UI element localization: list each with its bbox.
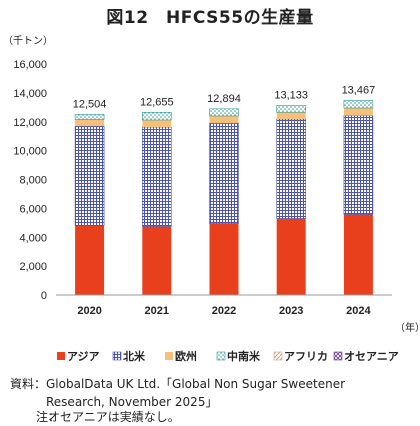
legend-item: オセアニア: [333, 350, 399, 363]
bar-segment: [209, 108, 239, 117]
y-tick-label: 4,000: [19, 232, 47, 244]
bar-segment: [343, 115, 374, 215]
x-axis-categories: 2020 2021 2022 2023 2024: [77, 305, 371, 317]
bar-segment: [74, 114, 105, 120]
note-text: オセアニアは実績なし。: [48, 410, 180, 424]
figure-title: 図12 HFCS55の生産量: [106, 8, 314, 28]
x-category-label: 2021: [145, 305, 169, 317]
legend-item: アジア: [57, 350, 100, 363]
legend-label: アジア: [67, 350, 100, 363]
x-axis-unit-label: （年）: [395, 321, 420, 334]
y-tick-label: 10,000: [13, 146, 47, 158]
legend-swatch: [273, 351, 283, 361]
bar-segment: [276, 218, 306, 295]
total-label: 12,894: [207, 93, 241, 105]
y-axis-ticks: 0 2,000 4,000 6,000 8,000 10,000 12,000 14,000 1…: [13, 59, 47, 302]
bar-segment: [142, 226, 172, 295]
legend-swatch: [57, 352, 65, 360]
y-axis-unit-label: （千トン）: [3, 35, 53, 47]
total-labels: 12,504 12,655 12,894 13,133 13,467: [73, 85, 375, 111]
bar-segment: [276, 112, 306, 120]
legend-item: 欧州: [165, 349, 197, 363]
bar-segment: [209, 115, 239, 124]
legend-item: 中南米: [216, 349, 261, 363]
bar-segment: [343, 214, 373, 295]
legend-item: アフリカ: [273, 350, 328, 363]
bar-segment: [75, 119, 105, 127]
bar-segment: [209, 122, 239, 224]
note-label: 注：: [36, 410, 61, 424]
legend-label: 欧州: [175, 349, 197, 363]
legend-label: オセアニア: [344, 350, 399, 363]
legend-item: 北米: [112, 349, 146, 363]
legend: アジア 北米 欧州 中南米 アフリカ オセアニア: [57, 349, 399, 363]
source-text: GlobalData UK Ltd.「Global Non Sugar Swee…: [46, 375, 345, 411]
legend-swatch: [216, 351, 226, 361]
legend-swatch: [165, 352, 173, 360]
y-tick-label: 2,000: [19, 261, 47, 273]
source-label: 資料：: [10, 377, 47, 391]
x-category-label: 2020: [77, 305, 101, 317]
x-category-label: 2023: [279, 305, 303, 317]
bar-segment: [142, 111, 172, 121]
total-label: 12,655: [140, 96, 174, 108]
y-tick-label: 12,000: [13, 117, 47, 129]
bar-segment: [276, 105, 307, 113]
bar-segment: [142, 120, 172, 128]
y-tick-label: 6,000: [19, 203, 47, 215]
bar-segment: [343, 100, 374, 109]
legend-label: 北米: [123, 349, 146, 363]
total-label: 12,504: [73, 98, 107, 110]
total-label: 13,133: [274, 89, 308, 101]
bar-segment: [142, 126, 172, 227]
x-category-label: 2022: [212, 305, 236, 317]
source-line-1: GlobalData UK Ltd.「Global Non Sugar Swee…: [46, 377, 346, 391]
y-tick-label: 0: [41, 290, 47, 302]
legend-label: アフリカ: [284, 350, 328, 363]
bar-segment: [276, 118, 307, 219]
bar-segment: [75, 225, 105, 295]
y-tick-label: 16,000: [13, 59, 47, 71]
bar-segment: [343, 108, 373, 116]
total-label: 13,467: [342, 85, 376, 97]
legend-swatch: [112, 351, 122, 361]
y-tick-label: 14,000: [13, 88, 47, 100]
source-line-2: Research, November 2025」: [46, 395, 218, 409]
y-tick-label: 8,000: [19, 175, 47, 187]
legend-label: 中南米: [227, 349, 261, 363]
bars: [74, 100, 374, 295]
bar-segment: [209, 223, 239, 295]
bar-segment: [74, 125, 105, 227]
x-category-label: 2024: [346, 305, 371, 317]
legend-swatch: [333, 351, 343, 361]
